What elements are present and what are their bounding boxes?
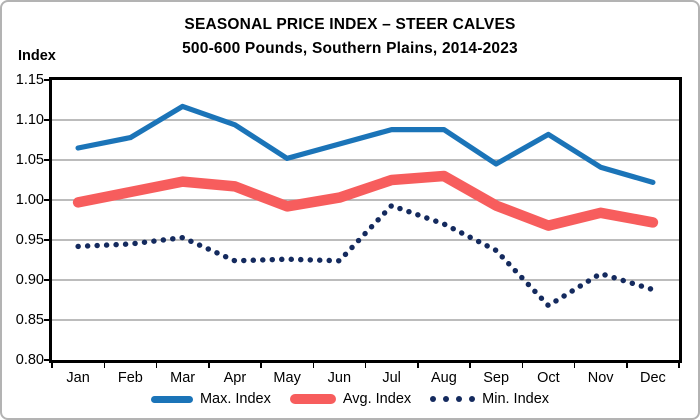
chart-legend: Max. Index Avg. Index Min. Index bbox=[2, 391, 698, 407]
y-axis-tick bbox=[44, 279, 49, 281]
min-index-dot bbox=[430, 396, 437, 402]
x-tick-label-oct: Oct bbox=[537, 370, 560, 386]
x-tick-label-aug: Aug bbox=[430, 370, 457, 386]
y-tick-label: 0.80 bbox=[15, 352, 44, 368]
y-tick-label: 0.95 bbox=[15, 232, 44, 248]
legend-item-avg-index: Avg. Index bbox=[289, 391, 412, 407]
y-axis-tick bbox=[44, 319, 49, 321]
plot-svg bbox=[52, 103, 679, 321]
x-axis-tick bbox=[678, 363, 680, 368]
x-axis-tick bbox=[208, 363, 210, 368]
x-axis-tick bbox=[573, 363, 576, 368]
x-axis-tick bbox=[51, 363, 53, 368]
x-tick-label-apr: Apr bbox=[223, 370, 247, 386]
x-axis-tick bbox=[626, 363, 628, 368]
y-tick-label: 0.90 bbox=[15, 272, 44, 288]
avg-index-legend-swatch-icon bbox=[289, 394, 336, 404]
chart-subtitle: 500-600 Pounds, Southern Plains, 2014-20… bbox=[182, 40, 518, 57]
y-tick-label: 1.05 bbox=[15, 152, 44, 168]
legend-label: Avg. Index bbox=[342, 391, 412, 407]
x-tick-label-jul: Jul bbox=[382, 370, 401, 386]
y-tick-label: 0.85 bbox=[15, 312, 44, 328]
legend-item-max-index: Max. Index bbox=[150, 391, 271, 407]
x-tick-label-feb: Feb bbox=[117, 370, 143, 386]
min-index-legend-swatch-icon bbox=[430, 396, 476, 402]
min-index-dot bbox=[443, 396, 450, 402]
plot-area bbox=[49, 77, 682, 363]
x-tick-label-may: May bbox=[273, 370, 301, 386]
max-index-legend-swatch-icon bbox=[150, 395, 193, 403]
y-axis-tick bbox=[44, 199, 49, 201]
x-axis-tick bbox=[521, 363, 523, 368]
legend-item-min-index: Min. Index bbox=[430, 391, 549, 407]
chart-header: SEASONAL PRICE INDEX – STEER CALVES 500-… bbox=[2, 13, 698, 61]
y-axis-tick bbox=[44, 239, 49, 241]
y-axis-tick bbox=[44, 359, 49, 361]
x-tick-label-mar: Mar bbox=[170, 370, 196, 386]
x-tick-label-nov: Nov bbox=[587, 370, 614, 386]
min-index-dot bbox=[469, 396, 476, 402]
x-axis-tick bbox=[364, 363, 367, 368]
y-axis-tick bbox=[44, 159, 49, 161]
y-axis-tick bbox=[44, 79, 49, 81]
max-index-line bbox=[75, 103, 656, 186]
x-axis-tick bbox=[417, 363, 419, 368]
avg-index-line bbox=[72, 170, 659, 231]
y-tick-label: 1.00 bbox=[15, 192, 44, 208]
legend-label: Min. Index bbox=[482, 391, 550, 407]
x-tick-label-jan: Jan bbox=[66, 370, 90, 386]
y-axis-title: Index bbox=[18, 48, 56, 64]
x-axis-tick bbox=[260, 363, 262, 368]
legend-label: Max. Index bbox=[199, 391, 271, 407]
x-axis-tick bbox=[155, 363, 158, 368]
y-tick-label: 1.10 bbox=[15, 112, 44, 128]
chart-title: SEASONAL PRICE INDEX – STEER CALVES bbox=[184, 16, 516, 33]
x-tick-label-sep: Sep bbox=[483, 370, 510, 386]
min-index-dot bbox=[456, 396, 463, 402]
x-axis-tick bbox=[312, 363, 314, 368]
x-axis-tick bbox=[103, 363, 105, 368]
x-axis-tick bbox=[469, 363, 471, 368]
y-axis-tick bbox=[44, 119, 49, 121]
y-tick-label: 1.15 bbox=[15, 72, 44, 88]
x-tick-label-jun: Jun bbox=[327, 370, 352, 386]
x-tick-label-dec: Dec bbox=[639, 370, 666, 386]
min-index-line bbox=[75, 202, 656, 309]
